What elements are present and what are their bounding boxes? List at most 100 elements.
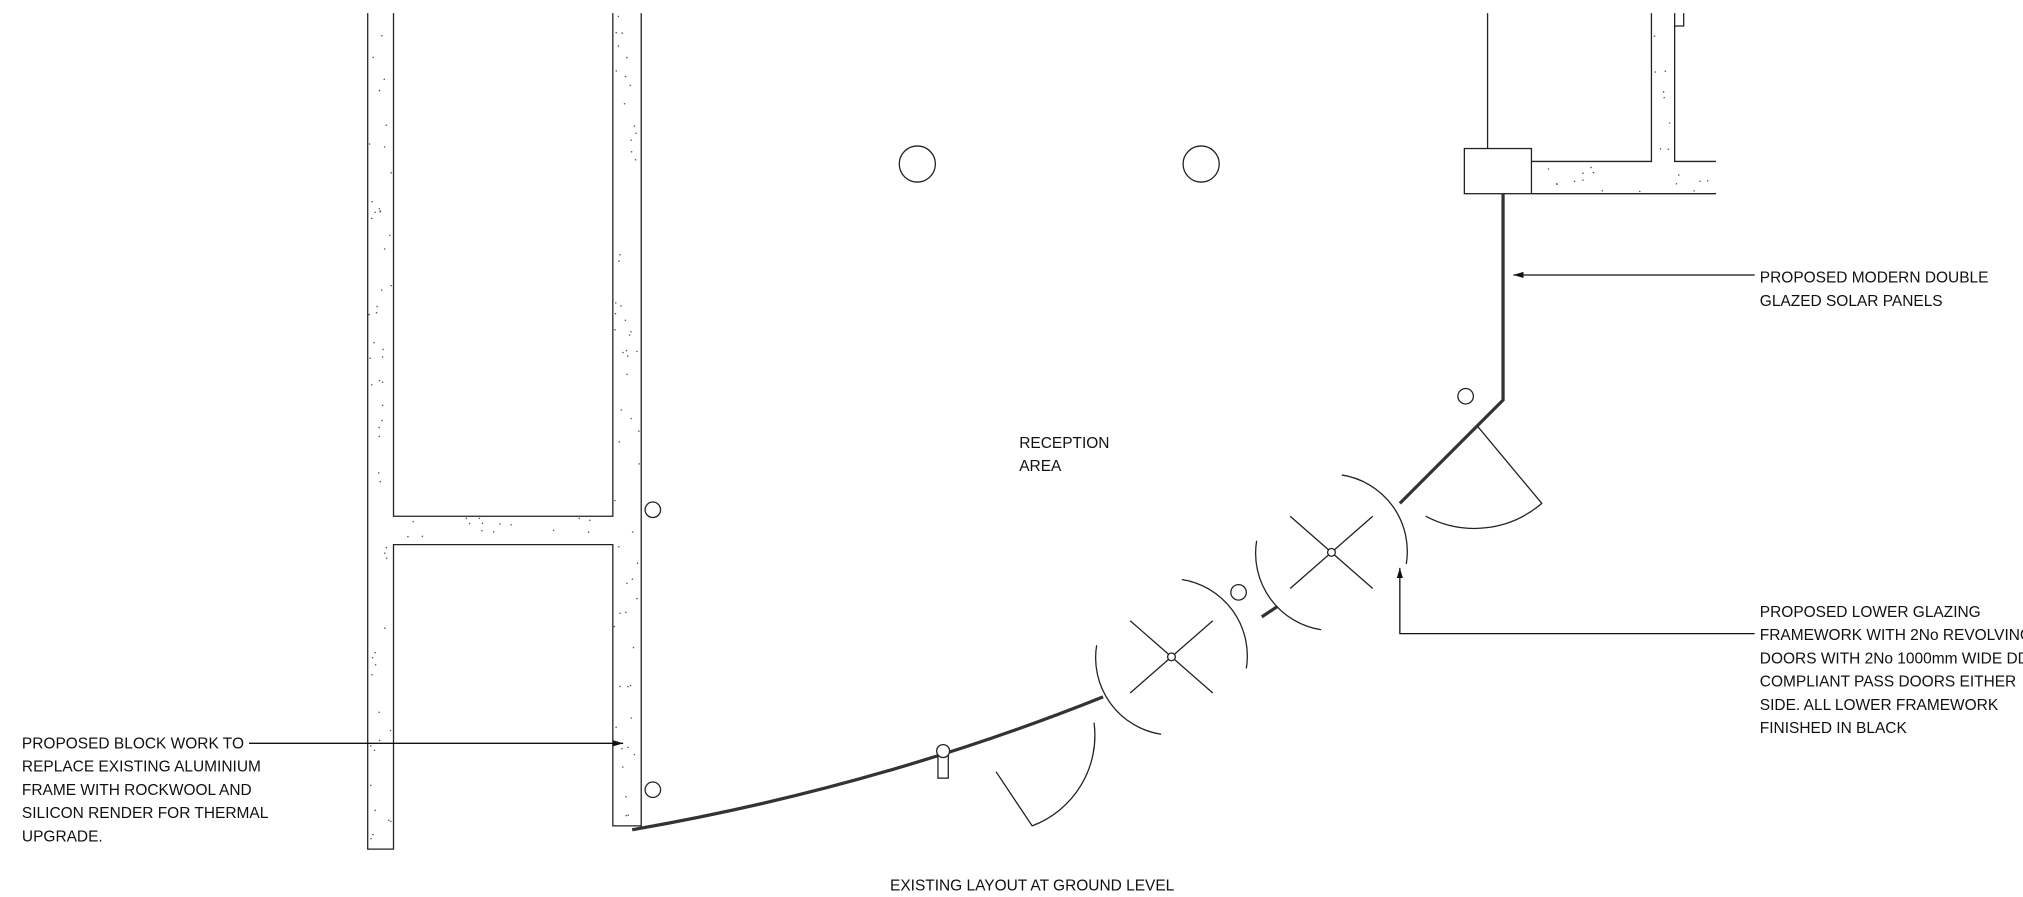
- hatch: [1555, 182, 1558, 185]
- hatch: [1699, 180, 1701, 182]
- hatch: [370, 784, 372, 787]
- hatch: [378, 435, 381, 438]
- pass-doors: [936, 425, 1543, 827]
- hatch: [383, 248, 386, 250]
- hatch: [1653, 35, 1656, 37]
- hatch: [371, 673, 373, 676]
- hatch: [618, 441, 621, 443]
- hatch: [499, 523, 501, 525]
- hatch: [378, 426, 380, 429]
- hatch: [390, 172, 392, 174]
- hatch: [370, 217, 373, 220]
- hatch: [617, 45, 620, 47]
- hatch: [382, 348, 384, 351]
- revolving-doors: [1095, 474, 1408, 735]
- hatch: [1638, 190, 1641, 193]
- hatch: [589, 519, 591, 522]
- hatch: [1590, 166, 1592, 169]
- hatch: [628, 334, 631, 336]
- hatch: [626, 355, 629, 357]
- hatch: [621, 747, 623, 750]
- left-walls: [367, 13, 642, 850]
- hatch: [412, 520, 415, 523]
- hatch: [1667, 148, 1670, 151]
- note-line: FRAMEWORK WITH 2No REVOLVING: [1760, 627, 2023, 644]
- hatch: [1582, 172, 1584, 174]
- hatch: [1706, 180, 1709, 182]
- hatch: [616, 740, 619, 743]
- hatch: [369, 357, 371, 359]
- notes: PROPOSED MODERN DOUBLE GLAZED SOLAR PANEL…: [22, 270, 2023, 846]
- hatch: [390, 820, 392, 823]
- hatch: [619, 253, 621, 256]
- hatch: [631, 531, 634, 533]
- hatch: [626, 56, 628, 59]
- hatch: [618, 260, 620, 262]
- hatch: [1675, 182, 1678, 185]
- hatch: [381, 34, 383, 37]
- hatch: [468, 522, 471, 525]
- room-label: AREA: [1019, 458, 1062, 475]
- hatch: [615, 302, 617, 304]
- hatch: [614, 499, 616, 502]
- hatch: [1654, 71, 1657, 73]
- hatch: [384, 627, 386, 629]
- hatch: [1601, 190, 1604, 192]
- hatch: [421, 535, 424, 538]
- hatch: [380, 289, 383, 291]
- hatch: [465, 517, 468, 520]
- hatch: [622, 351, 624, 354]
- hatch: [614, 329, 616, 331]
- hatch: [379, 480, 382, 483]
- hatch: [378, 89, 381, 92]
- hatch: [481, 529, 483, 532]
- hatch: [623, 102, 626, 105]
- room-label: RECEPTION: [1019, 435, 1109, 452]
- hatch: [388, 819, 390, 822]
- hatch: [638, 430, 640, 432]
- hatch: [481, 522, 484, 525]
- hatch: [632, 646, 635, 649]
- hatch: [619, 612, 621, 615]
- hatch: [629, 684, 632, 687]
- hatch: [407, 535, 409, 538]
- hatch: [381, 419, 383, 422]
- hatch: [1663, 96, 1665, 99]
- hatch: [368, 313, 370, 316]
- hatch: [636, 597, 638, 600]
- hatch: [370, 837, 372, 840]
- hatch: [627, 746, 629, 749]
- hatch: [371, 383, 373, 386]
- hatch: [389, 729, 392, 732]
- hatch: [374, 651, 377, 654]
- hatch: [390, 284, 392, 287]
- hatch: [376, 305, 378, 308]
- hatch: [1693, 190, 1695, 192]
- hatch: [385, 546, 388, 549]
- hatch: [635, 132, 637, 135]
- hatch: [624, 611, 627, 614]
- hatch: [373, 749, 376, 752]
- note-line: PROPOSED LOWER GLAZING: [1760, 604, 1981, 621]
- glazing: [631, 193, 1505, 832]
- hatch: [633, 753, 636, 756]
- note-line: FINISHED IN BLACK: [1760, 720, 1908, 737]
- hatch: [619, 685, 621, 688]
- hatch: [624, 75, 627, 78]
- note-line: SILICON RENDER FOR THERMAL: [22, 805, 269, 822]
- hatch: [626, 373, 628, 376]
- hatch: [371, 200, 373, 203]
- hatch: [389, 234, 391, 237]
- hatch: [613, 625, 616, 628]
- hatch: [625, 795, 627, 798]
- note-line: REPLACE EXISTING ALUMINIUM: [22, 759, 261, 776]
- hatch: [372, 833, 374, 836]
- note-line: SIDE. ALL LOWER FRAMEWORK: [1760, 697, 1999, 714]
- hatch: [385, 557, 388, 559]
- hatch: [636, 350, 638, 353]
- hatch: [622, 766, 624, 768]
- note-line: UPGRADE.: [22, 828, 103, 845]
- hatch: [630, 151, 633, 153]
- hatch: [615, 70, 618, 72]
- hatch: [630, 717, 632, 719]
